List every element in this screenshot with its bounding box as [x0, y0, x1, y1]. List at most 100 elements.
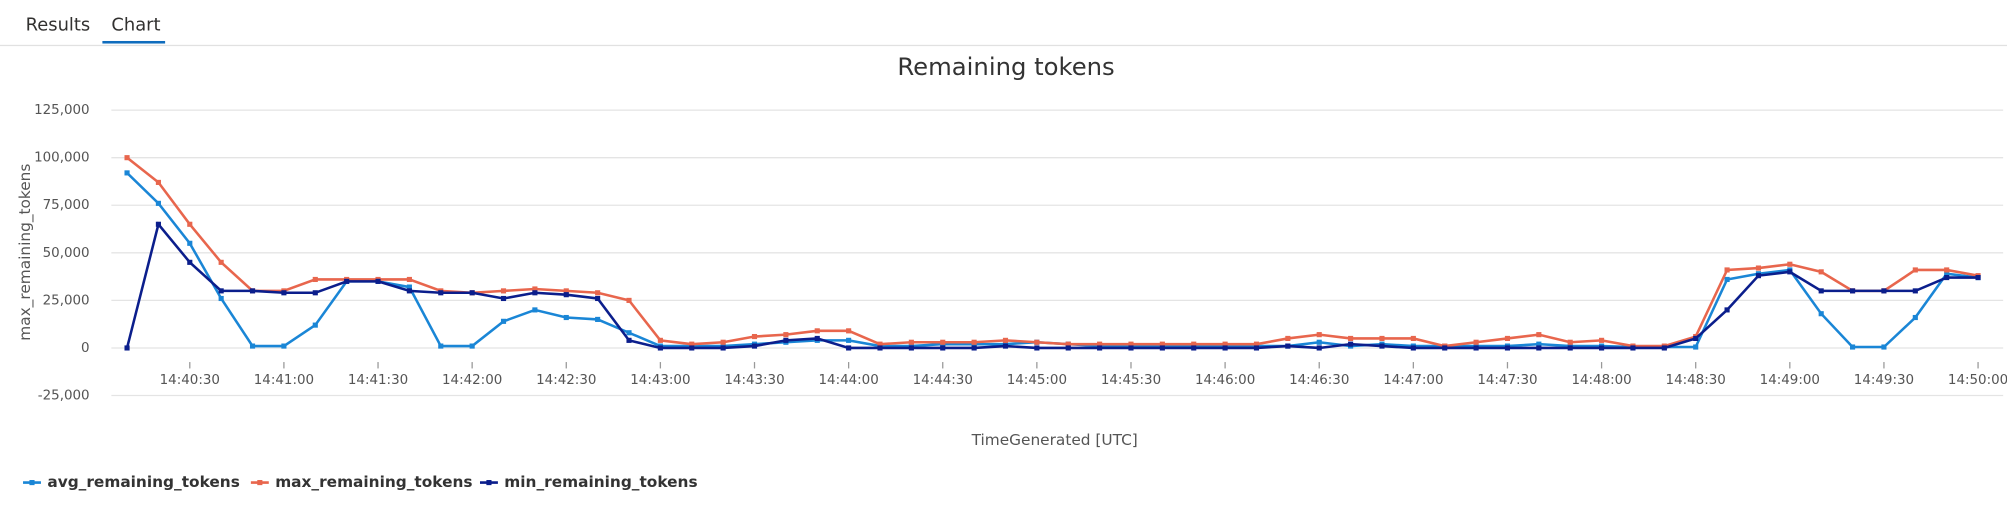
data-point: [1034, 345, 1040, 351]
chart-tab[interactable]: Chart: [111, 15, 160, 36]
data-point: [281, 343, 287, 349]
data-point: [563, 292, 569, 298]
data-point: [1536, 341, 1542, 347]
data-point: [1536, 332, 1542, 338]
results-tab[interactable]: Results: [26, 15, 91, 36]
data-point: [1504, 345, 1511, 351]
legend-swatch-dot: [257, 480, 263, 486]
x-tick-label: 14:42:30: [536, 373, 596, 388]
data-point: [1850, 288, 1856, 294]
data-point: [1285, 343, 1291, 349]
data-point: [1002, 337, 1009, 343]
data-point: [500, 288, 507, 294]
data-point: [1912, 288, 1918, 294]
data-point: [1661, 345, 1667, 351]
series-line: [125, 221, 1979, 350]
y-tick-label: 0: [81, 341, 90, 356]
data-point: [124, 345, 130, 351]
data-point: [1567, 345, 1573, 351]
data-point: [1253, 341, 1260, 347]
data-point: [1567, 339, 1573, 345]
data-point: [155, 221, 161, 227]
data-point: [1944, 271, 1950, 277]
data-point: [532, 307, 538, 313]
data-point: [877, 341, 883, 347]
data-point: [971, 345, 977, 351]
x-tick-label: 14:44:00: [818, 373, 878, 388]
data-point: [1975, 274, 1981, 281]
data-point: [1191, 341, 1197, 347]
data-point: [438, 290, 444, 296]
legend-item[interactable]: max_remaining_tokens: [250, 473, 473, 491]
data-point: [1348, 335, 1354, 342]
data-point: [1379, 343, 1385, 349]
data-point: [1630, 345, 1636, 351]
data-point: [940, 339, 946, 345]
data-point: [312, 276, 318, 283]
data-point: [626, 337, 632, 343]
data-point: [1881, 288, 1887, 294]
x-tick-label: 14:47:30: [1477, 373, 1537, 388]
data-point: [971, 339, 977, 345]
data-point: [500, 318, 507, 324]
x-tick-label: 14:48:30: [1666, 373, 1726, 388]
data-point: [218, 288, 224, 294]
data-point: [1065, 341, 1071, 347]
data-point: [1097, 341, 1103, 347]
data-point: [877, 345, 883, 351]
data-point: [1473, 339, 1479, 345]
data-point: [783, 337, 789, 343]
data-point: [1002, 343, 1009, 349]
data-point: [940, 345, 946, 351]
data-point: [1599, 345, 1605, 351]
data-point: [846, 328, 852, 334]
data-point: [1818, 288, 1824, 294]
data-point: [657, 337, 663, 343]
data-point: [1881, 344, 1887, 350]
data-point: [846, 345, 852, 351]
x-tick-label: 14:41:00: [254, 373, 314, 388]
y-tick-label: 50,000: [43, 246, 90, 261]
data-point: [1504, 335, 1511, 342]
data-point: [218, 259, 224, 265]
data-point: [1724, 276, 1730, 283]
x-tick-label: 14:45:00: [1007, 373, 1067, 388]
data-point: [595, 290, 601, 296]
series-line: [126, 156, 1979, 348]
data-point: [249, 343, 256, 349]
y-tick-label: 125,000: [34, 103, 90, 118]
data-point: [1850, 344, 1856, 350]
data-point: [344, 278, 350, 284]
legend-swatch-dot: [486, 480, 492, 486]
legend-item[interactable]: min_remaining_tokens: [479, 473, 698, 491]
y-tick-label: -25,000: [38, 389, 90, 404]
x-tick-label: 14:46:00: [1195, 373, 1255, 388]
data-point: [657, 345, 663, 351]
data-point: [1128, 341, 1134, 347]
data-point: [689, 341, 695, 347]
tab-separator: [0, 44, 2007, 47]
data-point: [1818, 311, 1824, 317]
legend-item[interactable]: avg_remaining_tokens: [23, 473, 240, 491]
data-point: [846, 337, 852, 343]
data-point: [312, 322, 318, 328]
data-point: [908, 339, 914, 345]
data-point: [155, 200, 161, 206]
data-point: [689, 345, 695, 351]
data-point: [406, 288, 412, 294]
data-point: [1944, 267, 1950, 273]
data-point: [375, 278, 381, 284]
x-tick-label: 14:46:30: [1289, 373, 1349, 388]
x-tick-label: 14:43:00: [630, 373, 690, 388]
data-point: [1473, 345, 1479, 351]
x-tick-label: 14:43:30: [724, 373, 784, 388]
data-point: [1442, 345, 1448, 351]
data-point: [1159, 345, 1165, 351]
data-point: [1316, 345, 1322, 351]
data-point: [500, 295, 507, 302]
data-point: [1097, 345, 1103, 351]
data-point: [751, 343, 758, 349]
active-tab-underline: [102, 40, 166, 44]
legend-label: avg_remaining_tokens: [47, 473, 239, 491]
data-point: [124, 155, 130, 161]
